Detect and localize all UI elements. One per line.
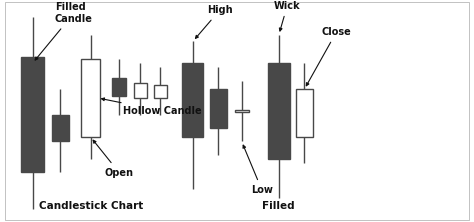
Text: Filled
Candle: Filled Candle [35, 2, 93, 60]
Bar [154, 85, 167, 98]
Bar [21, 57, 44, 172]
Text: Low: Low [243, 145, 273, 195]
Text: Close: Close [306, 27, 351, 86]
Text: Hollow Candle: Hollow Candle [101, 98, 202, 116]
Text: Open: Open [93, 140, 134, 178]
Bar [235, 110, 248, 112]
Text: Filled: Filled [263, 201, 295, 211]
Bar [182, 63, 203, 137]
Bar [111, 78, 126, 96]
Bar [134, 83, 147, 98]
Text: Wick: Wick [274, 1, 301, 31]
Bar [210, 89, 227, 128]
Bar [52, 115, 69, 141]
Bar [82, 59, 100, 137]
Text: High: High [195, 5, 232, 38]
Text: Candlestick Chart: Candlestick Chart [38, 201, 143, 211]
Bar [295, 89, 313, 137]
Bar [268, 63, 290, 159]
